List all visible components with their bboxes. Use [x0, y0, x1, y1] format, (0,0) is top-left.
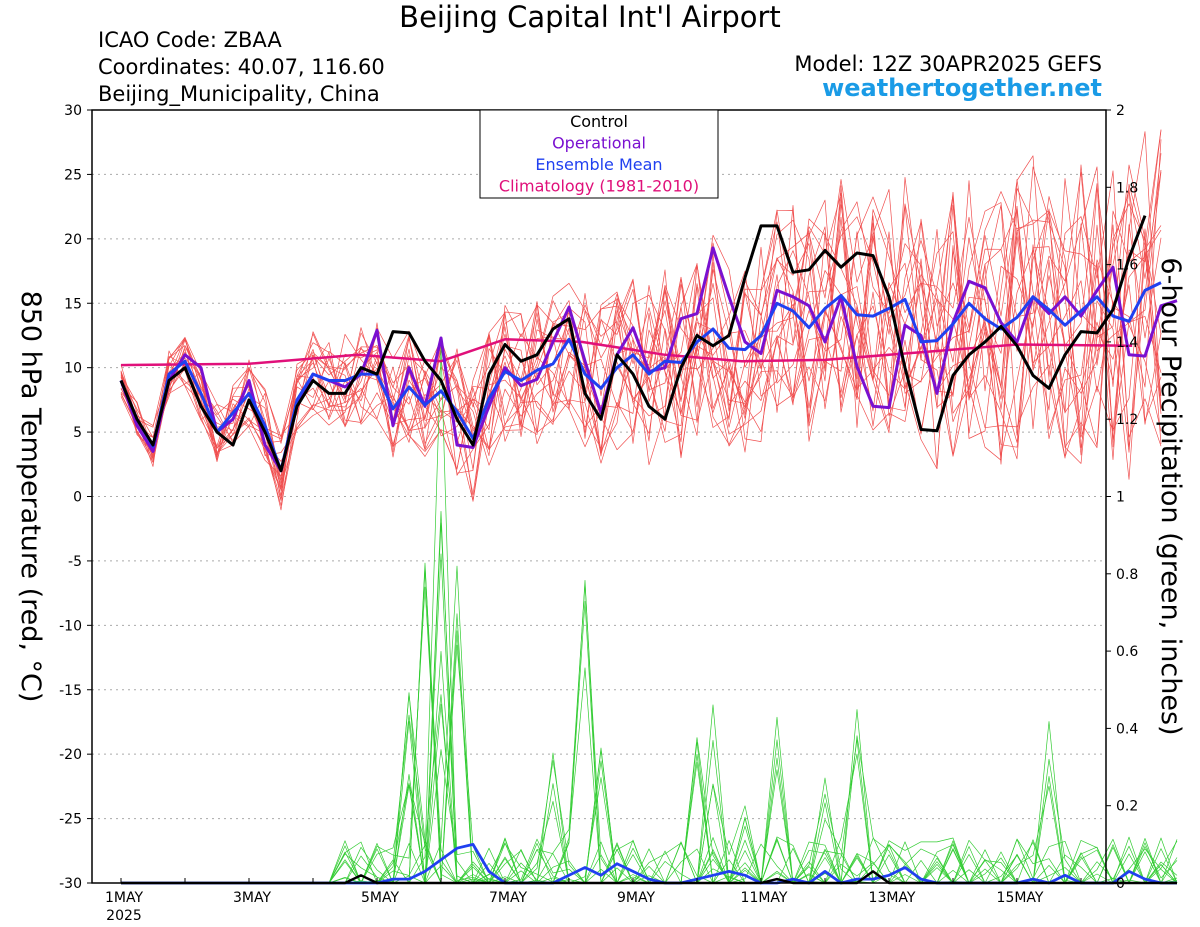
precip-member-line: [121, 566, 1178, 884]
legend-entry: Control: [570, 112, 628, 131]
x-year-label: 2025: [106, 908, 142, 924]
temperature-member-line: [120, 187, 1162, 488]
left-tick-label: -5: [68, 554, 82, 570]
left-tick-label: 20: [64, 232, 82, 248]
legend-entry: Ensemble Mean: [535, 155, 662, 174]
precip-member-line: [121, 522, 1177, 884]
climatology-line: [120, 338, 1133, 367]
precip-member-line: [121, 511, 1177, 884]
right-tick-label: 1.6: [1116, 258, 1138, 274]
temperature-member-line: [120, 153, 1162, 491]
precip-member-line: [121, 586, 1178, 884]
temperature-member-line: [120, 209, 1162, 506]
left-tick-label: -25: [59, 812, 82, 828]
right-tick-label: 1.4: [1116, 335, 1138, 351]
y-axis-title: 850 hPa Temperature (red, °C): [15, 291, 46, 703]
left-tick-label: -15: [59, 683, 82, 699]
left-tick-label: 30: [64, 103, 82, 119]
right-tick-label: 1.8: [1116, 180, 1138, 196]
right-tick-label: 2: [1116, 103, 1125, 119]
precip-member-line: [121, 630, 1177, 884]
left-tick-label: -20: [59, 747, 82, 763]
left-tick-label: 10: [64, 361, 82, 377]
control-line: [119, 215, 1147, 473]
x-tick-label: 13MAY: [869, 890, 916, 906]
precip-member-line: [121, 703, 1177, 884]
left-tick-label: 25: [64, 167, 82, 183]
legend-entry: Operational: [552, 134, 646, 153]
coordinates: Coordinates: 40.07, 116.60: [98, 55, 385, 79]
temperature-member-line: [120, 191, 1162, 455]
precip-member-line: [121, 737, 1178, 884]
y2-axis-title: 6-hour Precipitation (green, inches): [1155, 257, 1186, 735]
precip-member-line: [121, 667, 1178, 884]
right-tick-label: 1.2: [1116, 412, 1138, 428]
chart-title: Beijing Capital Int'l Airport: [399, 0, 781, 34]
x-tick-label: 7MAY: [489, 890, 527, 906]
right-tick-label: 0.6: [1116, 644, 1138, 660]
right-tick-label: 0.4: [1116, 721, 1138, 737]
region-name: Beijing_Municipality, China: [98, 82, 380, 106]
precip-member-line: [121, 583, 1177, 884]
site-name: weathertogether.net: [822, 74, 1102, 102]
x-tick-label: 11MAY: [741, 890, 788, 906]
x-tick-label: 3MAY: [233, 890, 271, 906]
x-tick-label: 9MAY: [617, 890, 655, 906]
right-tick-label: 0.8: [1116, 567, 1138, 583]
x-tick-label: 15MAY: [997, 890, 1044, 906]
right-tick-label: 1: [1116, 490, 1125, 506]
precip-member-line: [121, 553, 1177, 884]
temperature-member-line: [120, 199, 1162, 462]
legend-entry: Climatology (1981-2010): [499, 177, 699, 196]
temperature-member-line: [120, 216, 1162, 470]
precip-member-line: [121, 651, 1177, 884]
precip-member-line: [121, 644, 1178, 884]
left-tick-label: 5: [73, 425, 82, 441]
icao-code: ICAO Code: ZBAA: [98, 28, 282, 52]
left-tick-label: 0: [73, 490, 82, 506]
precip-member-line: [121, 568, 1177, 884]
model-run: Model: 12Z 30APR2025 GEFS: [794, 52, 1102, 76]
left-tick-label: -30: [59, 876, 82, 892]
left-tick-label: 15: [64, 296, 82, 312]
x-tick-label: 5MAY: [361, 890, 399, 906]
precip-member-line: [121, 600, 1178, 884]
x-tick-label: 1MAY: [105, 890, 143, 906]
precip-member-line: [121, 565, 1178, 884]
legend-box: [479, 109, 719, 199]
precip-member-line: [121, 562, 1178, 884]
right-tick-label: 0: [1116, 876, 1125, 892]
left-tick-label: -10: [59, 618, 82, 634]
right-tick-label: 0.2: [1116, 799, 1138, 815]
precip-member-line: [121, 694, 1178, 884]
